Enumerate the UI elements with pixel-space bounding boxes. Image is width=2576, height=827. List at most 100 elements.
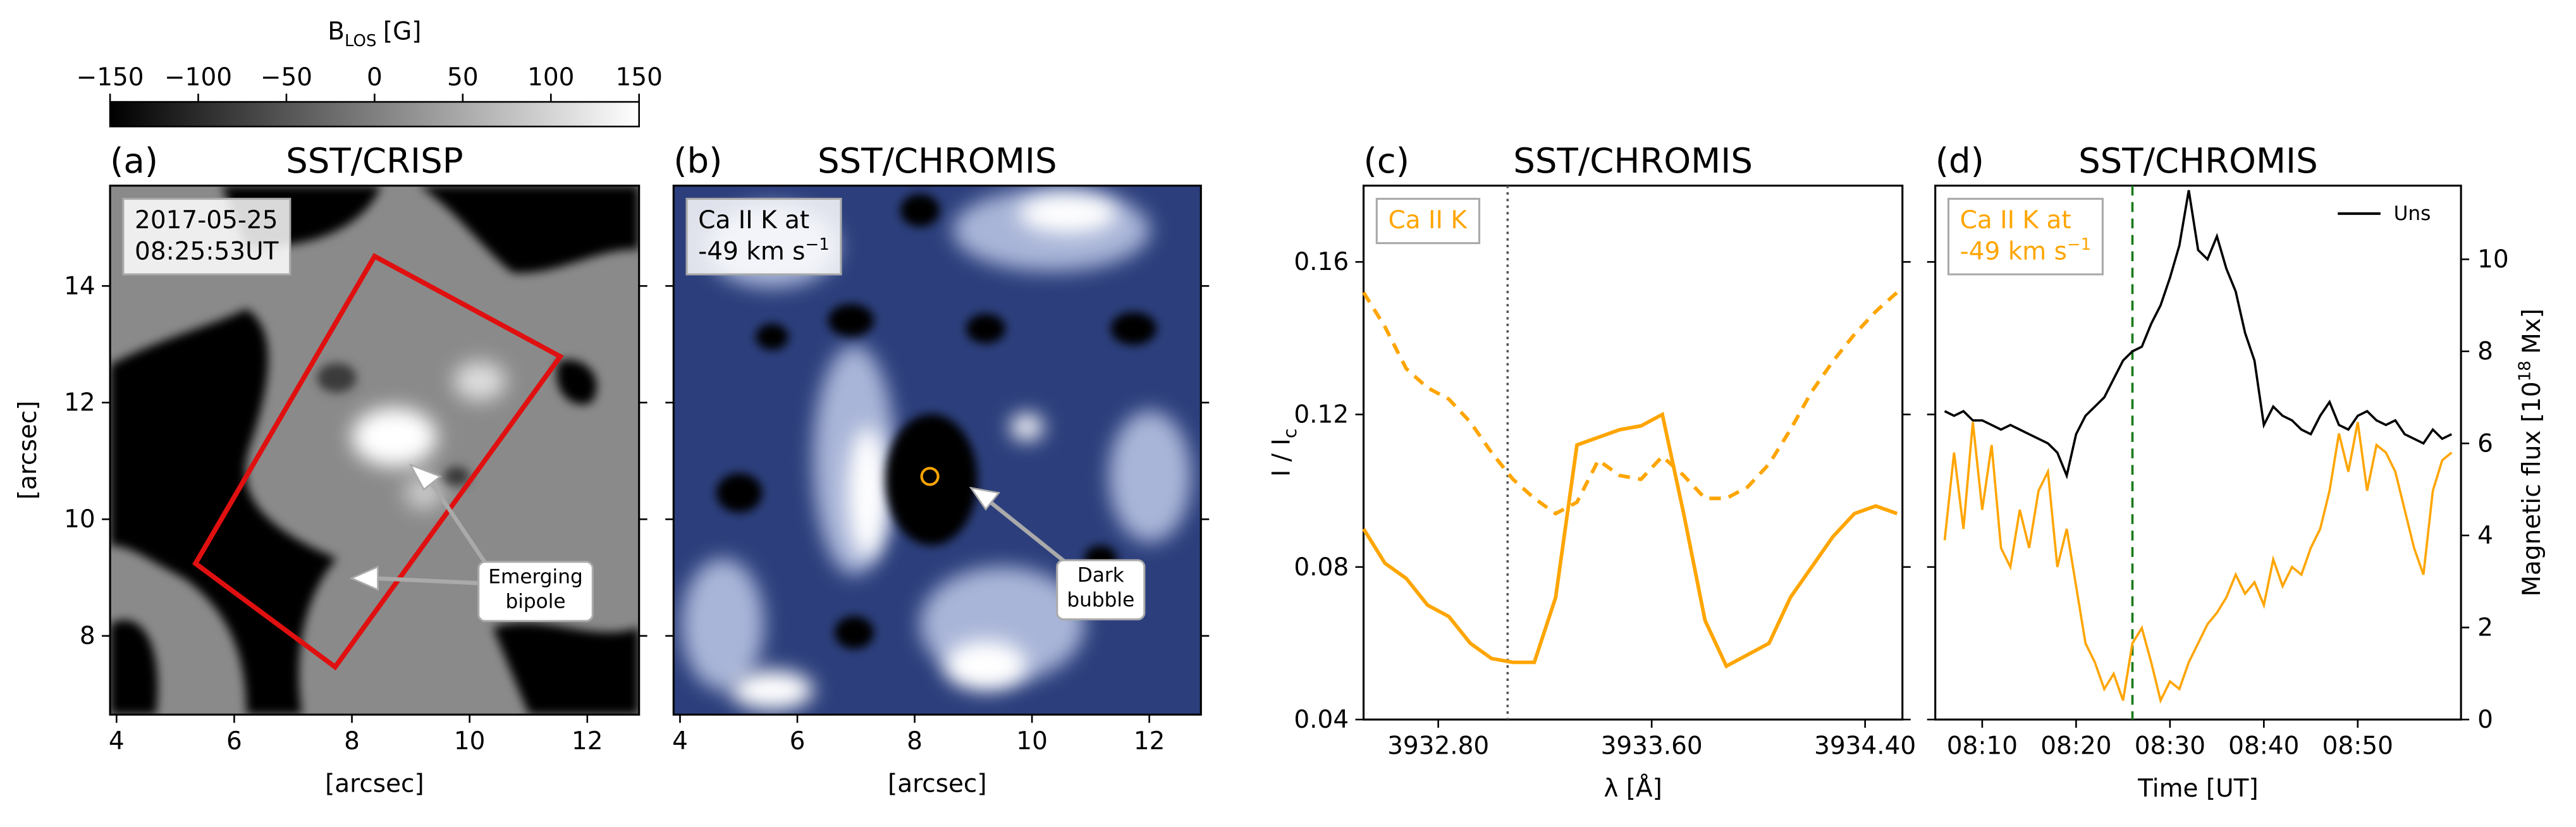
x-tick-label: 08:20 <box>2040 732 2111 761</box>
y-tick-label: 0.16 <box>1294 248 1349 276</box>
x-tick-label: 8 <box>907 727 923 756</box>
x-tick-label: 3933.60 <box>1601 732 1703 761</box>
annotation-box <box>122 197 291 276</box>
x-tick-label: 6 <box>226 727 242 756</box>
y2-axis-label-unit: Mx] <box>2518 309 2546 354</box>
colorbar-label: BLOS [G] <box>328 17 421 50</box>
y2-tick-label: 10 <box>2477 245 2509 274</box>
x-tick-label: 08:30 <box>2135 732 2205 761</box>
panel-label: (c) <box>1364 140 1410 181</box>
y2-tick-label: 6 <box>2477 429 2493 458</box>
annotation-box <box>1947 197 2104 276</box>
x-tick-label: 08:50 <box>2322 732 2393 761</box>
callout-arrows <box>349 463 1073 591</box>
panel-label: (a) <box>110 140 158 181</box>
annotation: Ca II K at -49 km s−1 <box>685 197 842 276</box>
annotation-text: 08:25:53UT <box>135 238 279 266</box>
x-tick-label: 4 <box>672 727 688 756</box>
annotation-line: -49 km s <box>1960 238 2067 266</box>
y2-tick-label: 8 <box>2477 338 2493 366</box>
callout-text: Dark <box>1077 564 1124 587</box>
y-axis-label-text: I / I <box>1268 438 1296 477</box>
annotation-superscript: −1 <box>2067 235 2091 254</box>
x-axis-label: [arcsec] <box>325 769 424 798</box>
colorbar-tick-label: 150 <box>616 63 663 92</box>
panel-title: SST/CHROMIS <box>1513 140 1753 181</box>
axes-frame <box>109 185 641 716</box>
y2-axis-label-text: Magnetic flux [10 <box>2518 381 2546 596</box>
annotation-text: Ca II K at <box>698 206 809 235</box>
x-tick-label: 10 <box>1016 727 1048 756</box>
colorbar-label-subscript: LOS <box>345 32 376 51</box>
y-axis-label-subscript: c <box>1279 429 1301 439</box>
x-tick-label: 4 <box>109 727 125 756</box>
annotation-text: Ca II K <box>1388 206 1468 235</box>
x-tick-label: 08:40 <box>2228 732 2299 761</box>
y-tick-label: 10 <box>64 505 95 534</box>
colorbar-tick-label: −50 <box>261 63 312 92</box>
legend-label: Uns <box>2394 202 2431 225</box>
x-tick-label: 08:10 <box>1947 732 2018 761</box>
annotation: Ca II K at-49 km s−1 <box>1947 197 2104 276</box>
annotation-text: -49 km s−1 <box>1960 235 2092 266</box>
series-line <box>1362 291 1899 516</box>
annotation-superscript: −1 <box>806 235 830 254</box>
y2-tick-label: 0 <box>2477 706 2493 734</box>
y-axis-label: [arcsec] <box>14 401 42 500</box>
axes-frame <box>1362 185 1904 721</box>
y-tick-label: 0.08 <box>1294 553 1349 582</box>
annotation-text: 2017-05-25 <box>135 206 278 235</box>
callout-text: Emerging <box>488 565 582 588</box>
x-tick-label: 3932.80 <box>1387 732 1489 761</box>
annotation-line: Ca II K at <box>1960 206 2071 235</box>
series-line <box>1362 412 1898 669</box>
annotation-line: Ca II K at <box>698 206 809 235</box>
magnetogram <box>110 185 639 715</box>
region-box <box>192 253 564 671</box>
bubble-marker <box>920 467 940 486</box>
x-tick-label: 12 <box>572 727 603 756</box>
y-tick-label: 0.04 <box>1294 706 1349 734</box>
y-tick-label: 12 <box>64 389 95 417</box>
annotation-line: 2017-05-25 <box>135 206 278 235</box>
panel-label: (d) <box>1935 140 1984 181</box>
colorbar-tick-label: 0 <box>367 63 383 92</box>
y2-tick-label: 4 <box>2477 522 2493 550</box>
x-axis-label: λ [Å] <box>1604 773 1662 803</box>
y2-axis-label: Magnetic flux [1018 Mx] <box>2515 309 2546 597</box>
panel-label: (b) <box>673 140 722 181</box>
panel-title: SST/CHROMIS <box>2078 140 2318 181</box>
x-tick-label: 8 <box>344 727 360 756</box>
annotation-line: -49 km s <box>698 238 805 266</box>
axes-frame <box>672 185 1202 716</box>
y2-tick-label: 2 <box>2477 613 2493 642</box>
colorbar-tick-label: 100 <box>527 63 574 92</box>
panel-title: SST/CHROMIS <box>818 140 1057 181</box>
annotation-line: Ca II K <box>1388 206 1468 235</box>
annotation-line: 08:25:53UT <box>135 238 279 266</box>
series-line <box>1944 190 2453 480</box>
annotation-box <box>1375 197 1481 245</box>
colorbar-tick-label: −100 <box>164 63 232 92</box>
y-axis-label: I / Ic <box>1268 429 1301 477</box>
annotation: 2017-05-25 08:25:53UT <box>122 197 291 276</box>
colorbar-label-unit: [G] <box>383 17 422 46</box>
y-tick-label: 14 <box>64 272 95 300</box>
intensity-map <box>673 185 1201 715</box>
colorbar-tick-label: −150 <box>77 63 144 92</box>
annotation-text: Ca II K at <box>1960 206 2071 235</box>
callout-text: bipole <box>505 590 565 613</box>
x-axis-label: Time [UT] <box>2137 775 2259 803</box>
x-tick-label: 6 <box>790 727 806 756</box>
x-tick-label: 3934.40 <box>1814 732 1916 761</box>
x-tick-label: 10 <box>454 727 486 756</box>
series-line <box>1943 422 2453 704</box>
y2-axis-label-superscript: 18 <box>2515 360 2534 381</box>
callout-box <box>1056 559 1146 621</box>
y-tick-label: 8 <box>80 622 95 651</box>
colorbar-tick-label: 50 <box>447 63 479 92</box>
callout-text: bubble <box>1067 589 1134 611</box>
